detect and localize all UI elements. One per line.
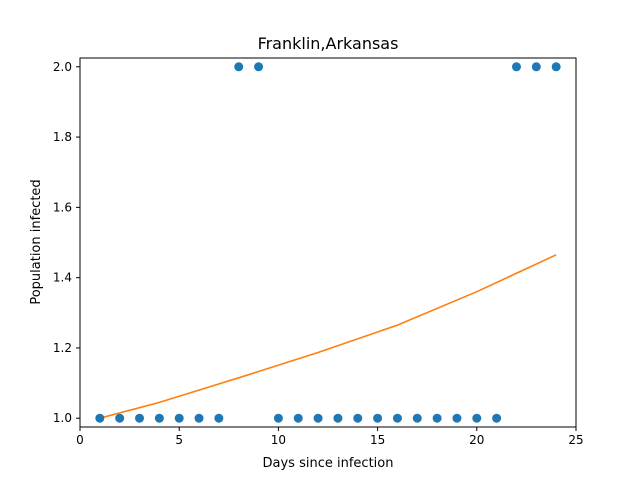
y-tick-label: 1.4 — [53, 271, 72, 285]
scatter-point — [472, 413, 482, 423]
scatter-point — [254, 62, 264, 72]
scatter-point — [432, 413, 442, 423]
chart-title: Franklin,Arkansas — [258, 34, 399, 53]
x-tick-label: 15 — [370, 433, 385, 447]
scatter-point — [115, 413, 125, 423]
y-tick-label: 1.2 — [53, 341, 72, 355]
scatter-point — [531, 62, 541, 72]
x-axis: 0 5 10 15 20 25 — [76, 427, 584, 447]
scatter-point — [333, 413, 343, 423]
axes-frame — [79, 57, 577, 428]
scatter-point — [551, 62, 561, 72]
scatter-point — [412, 413, 422, 423]
y-tick-label: 1.0 — [53, 411, 72, 425]
plot-area — [95, 62, 561, 423]
scatter-point — [214, 413, 224, 423]
y-tick-label: 1.6 — [53, 200, 72, 214]
scatter-point — [492, 413, 502, 423]
scatter-point — [293, 413, 303, 423]
scatter-point — [353, 413, 363, 423]
x-tick-label: 5 — [175, 433, 183, 447]
y-axis-label: Population infected — [29, 179, 44, 304]
scatter-point — [234, 62, 244, 72]
x-axis-label: Days since infection — [263, 456, 394, 471]
y-axis: 1.0 1.2 1.4 1.6 1.8 2.0 — [53, 60, 80, 425]
scatter-point — [273, 413, 283, 423]
x-tick-label: 10 — [271, 433, 286, 447]
y-tick-label: 1.8 — [53, 130, 72, 144]
scatter-point — [174, 413, 184, 423]
x-tick-label: 20 — [469, 433, 484, 447]
x-tick-label: 25 — [568, 433, 583, 447]
scatter-point — [95, 413, 105, 423]
y-tick-label: 2.0 — [53, 60, 72, 74]
scatter-point — [373, 413, 383, 423]
scatter-point — [313, 413, 323, 423]
scatter-point — [452, 413, 462, 423]
scatter-point — [135, 413, 145, 423]
fit-curve-line — [99, 254, 557, 419]
x-tick-label: 0 — [76, 433, 84, 447]
scatter-point — [511, 62, 521, 72]
scatter-point — [194, 413, 204, 423]
scatter-point — [392, 413, 402, 423]
scatter-point — [154, 413, 164, 423]
